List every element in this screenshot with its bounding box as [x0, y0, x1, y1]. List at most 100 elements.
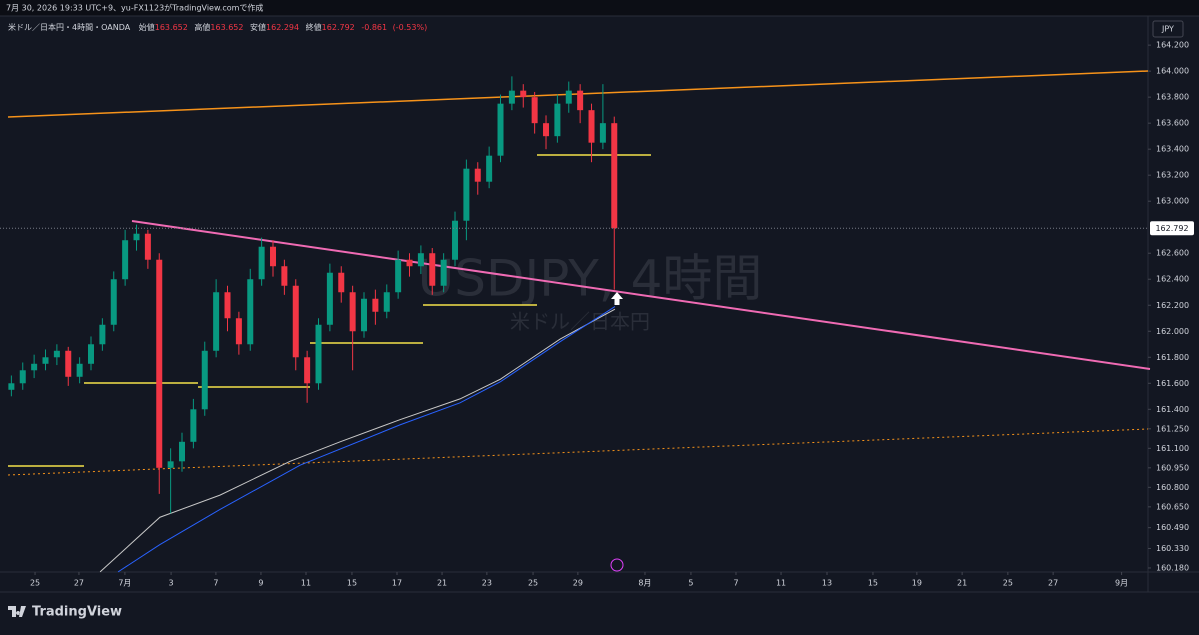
candle-body: [361, 298, 368, 332]
x-tick-label: 17: [392, 579, 402, 588]
candle-body: [8, 383, 15, 390]
y-tick-label: 162.600: [1156, 249, 1189, 258]
x-tick-label: 23: [482, 579, 492, 588]
brand: TradingView: [32, 605, 122, 620]
x-tick-label: 7月: [118, 579, 131, 588]
candle-body: [31, 363, 38, 371]
candle-body: [452, 220, 459, 260]
candle-body: [110, 279, 117, 325]
candle-body: [247, 279, 254, 345]
candle-body: [270, 246, 277, 267]
x-tick-label: 9: [258, 579, 263, 588]
candle-body: [486, 155, 493, 182]
candle-body: [383, 292, 390, 312]
currency-button[interactable]: [1152, 20, 1184, 38]
candle-body: [508, 90, 515, 104]
current-price-label: 162.792: [1155, 224, 1188, 233]
y-tick-label: 163.600: [1156, 119, 1189, 128]
y-tick-label: 160.950: [1156, 463, 1189, 472]
event-icon[interactable]: [610, 558, 624, 572]
candle-body: [463, 168, 470, 221]
legend-value: 162.792: [322, 23, 355, 32]
x-tick-label: 8月: [638, 579, 651, 588]
candle-body: [292, 285, 299, 358]
candle-body: [53, 350, 60, 358]
y-tick-label: 164.000: [1156, 67, 1189, 76]
x-tick-label: 15: [868, 579, 878, 588]
legend-symbol: 米ドル／日本円・4時間・OANDA: [8, 22, 131, 32]
legend-label: 始値: [139, 22, 155, 32]
y-tick-label: 160.650: [1156, 502, 1189, 511]
candle-body: [349, 292, 356, 332]
x-tick-label: 21: [957, 579, 967, 588]
candle-body: [395, 259, 402, 293]
x-tick-label: 19: [912, 579, 922, 588]
candle-body: [201, 350, 208, 410]
x-tick-label: 27: [74, 579, 84, 588]
y-tick-label: 161.400: [1156, 405, 1189, 414]
top-bar: [0, 0, 1199, 16]
candle-body: [497, 103, 504, 156]
candle-body: [599, 123, 606, 143]
y-tick-label: 160.490: [1156, 523, 1189, 532]
x-tick-label: 29: [573, 579, 583, 588]
candle-body: [372, 298, 379, 312]
watermark-symbol: USDJPY, 4時間: [418, 250, 763, 308]
candle-body: [122, 240, 129, 280]
candle-body: [474, 168, 481, 182]
candle-body: [406, 259, 413, 267]
y-tick-label: 161.800: [1156, 353, 1189, 362]
x-tick-label: 7: [733, 579, 738, 588]
legend-value: 162.294: [266, 23, 299, 32]
x-tick-label: 11: [301, 579, 311, 588]
currency: JPY: [1161, 25, 1174, 34]
candle-body: [156, 259, 163, 468]
candle-body: [133, 233, 140, 241]
candle-body: [520, 90, 527, 98]
x-tick-label: 25: [528, 579, 538, 588]
plot: 164.200 164.000 163.800 163.600 163.400 163.2…: [0, 41, 1194, 588]
x-tick-label: 11: [776, 579, 786, 588]
candle-body: [417, 253, 424, 267]
y-tick-label: 162.200: [1156, 301, 1189, 310]
candle-body: [179, 441, 186, 462]
y-tick-label: 163.000: [1156, 197, 1189, 206]
candle-body: [588, 110, 595, 143]
y-tick-label: 164.200: [1156, 41, 1189, 50]
watermark-description: 米ドル／日本円: [510, 310, 650, 334]
legend-change-percent: (-0.53%): [393, 23, 428, 32]
x-tick-label: 15: [347, 579, 357, 588]
candle-body: [281, 266, 288, 286]
candle-body: [144, 233, 151, 260]
candle-body: [440, 259, 447, 286]
caption: 7月 30, 2026 19:33 UTC+9、yu-FX1123がTradin…: [6, 3, 263, 13]
candle-body: [42, 357, 49, 364]
y-tick-label: 161.250: [1156, 424, 1189, 433]
candle-body: [258, 246, 265, 280]
legend-value: 163.652: [210, 23, 243, 32]
candle-body: [554, 103, 561, 137]
arrow-icon: [611, 292, 623, 305]
candle-body: [338, 272, 345, 293]
candle-body: [577, 90, 584, 111]
legend-change: -0.861: [361, 23, 387, 32]
legend-label: 安値: [250, 22, 266, 32]
x-tick-label: 27: [1048, 579, 1058, 588]
y-tick-label: 162.000: [1156, 327, 1189, 336]
y-tick-label: 162.400: [1156, 275, 1189, 284]
candle-body: [213, 292, 220, 351]
candle-body: [326, 272, 333, 325]
y-tick-label: 160.330: [1156, 544, 1189, 553]
x-tick-label: 3: [169, 579, 174, 588]
legend-value: 163.652: [155, 23, 188, 32]
y-tick-label: 163.400: [1156, 145, 1189, 154]
moving-average: [117, 306, 616, 573]
trendline: [131, 220, 1151, 370]
candle-body: [65, 350, 72, 377]
legend: 米ドル／日本円・4時間・OANDA 始値163.652 高値163.652 安値…: [8, 22, 427, 32]
legend-label: 終値: [306, 22, 322, 32]
x-tick-label: 13: [822, 579, 832, 588]
y-tick-label: 163.800: [1156, 93, 1189, 102]
